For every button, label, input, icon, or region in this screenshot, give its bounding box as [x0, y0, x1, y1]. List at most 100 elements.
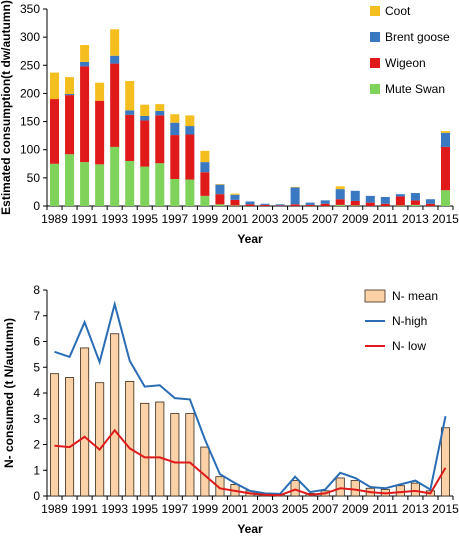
bar-n-mean [125, 381, 135, 497]
bar-segment [140, 104, 150, 116]
bar-segment [320, 200, 330, 204]
y-axis-title: N- consumed (t N/autumn) [2, 318, 16, 468]
bar-segment [380, 196, 390, 204]
bar-segment [305, 202, 315, 205]
bar-segment [440, 132, 450, 147]
bar-segment [230, 199, 240, 206]
bar-segment [245, 201, 255, 205]
series-line [54, 300, 447, 495]
bar-segment [50, 163, 60, 206]
bar-segment [65, 95, 75, 155]
bar-segment [230, 193, 240, 195]
x-tick-label: 1995 [131, 212, 158, 226]
bar-segment [335, 204, 345, 206]
x-tick-label: 2013 [402, 502, 429, 516]
bar-segment [230, 205, 240, 206]
bar-segment [215, 184, 225, 185]
bar-segment [140, 120, 150, 167]
bar-segment [185, 126, 195, 135]
x-tick-label: 1991 [71, 212, 98, 226]
bar-segment [200, 162, 210, 173]
bar-n-mean [215, 476, 225, 497]
x-tick-label: 2005 [282, 212, 309, 226]
bar-segment [65, 154, 75, 206]
bar-segment [110, 146, 120, 206]
bar-segment [290, 186, 300, 188]
bar-segment [410, 204, 420, 206]
bar-n-mean [155, 401, 165, 497]
y-tick-label: 350 [20, 2, 40, 16]
bar-segment [215, 194, 225, 205]
bar-segment [155, 115, 165, 164]
bar-n-mean [65, 377, 75, 497]
bar-n-mean [335, 477, 345, 497]
bar-segment [155, 104, 165, 111]
bar-segment [260, 203, 270, 205]
x-axis-title: Year [237, 522, 263, 536]
bar-segment [365, 202, 375, 206]
bar-segment [125, 160, 135, 206]
bar-segment [110, 29, 120, 56]
legend-label: N- mean [392, 289, 438, 303]
bar-segment [170, 122, 180, 136]
bar-segment [110, 55, 120, 64]
bar-segment [260, 204, 270, 206]
bar-n-mean [49, 373, 60, 497]
bar-segment [170, 114, 180, 123]
y-tick-label: 5 [33, 360, 40, 374]
bar-segment [395, 205, 405, 206]
y-tick-label: 4 [33, 386, 40, 400]
legend-label: N-high [392, 314, 427, 328]
y-tick-label: 100 [20, 143, 40, 157]
bar-segment [170, 135, 180, 179]
series-line [54, 428, 447, 497]
bar-segment [80, 45, 90, 62]
bar-segment [140, 115, 150, 121]
bar-segment [80, 61, 90, 67]
bar-segment [380, 203, 390, 206]
bar-segment [155, 163, 165, 206]
bar-n-mean [185, 413, 195, 497]
y-tick-label: 8 [33, 283, 40, 297]
bar-segment [215, 204, 225, 206]
x-tick-label: 2015 [432, 212, 459, 226]
x-tick-label: 2005 [282, 502, 309, 516]
bar-n-mean [395, 485, 405, 497]
legend-label: Wigeon [385, 56, 426, 70]
y-tick-label: 2 [33, 438, 40, 452]
bar-segment [335, 189, 345, 200]
x-tick-label: 2001 [222, 212, 249, 226]
legend-label: Mute Swan [385, 82, 445, 96]
bar-segment [95, 164, 105, 206]
bar-segment [245, 204, 255, 206]
bar-segment [425, 203, 435, 206]
bar-n-mean [200, 446, 210, 497]
bar-segment [335, 186, 345, 190]
x-tick-label: 2009 [342, 212, 369, 226]
legend-label: N- low [392, 339, 426, 353]
y-tick-label: 6 [33, 335, 40, 349]
x-tick-label: 2001 [222, 502, 249, 516]
x-tick-label: 1993 [101, 212, 128, 226]
x-tick-label: 1993 [101, 502, 128, 516]
legend-label: Coot [385, 4, 411, 18]
bar-segment [95, 82, 105, 101]
bar-segment [290, 204, 300, 206]
bar-segment [395, 196, 405, 206]
y-tick-label: 300 [20, 30, 40, 44]
bar-n-mean [290, 480, 300, 497]
y-tick-label: 250 [20, 58, 40, 72]
bar-segment [230, 194, 240, 200]
bar-segment [185, 134, 195, 180]
bar-segment [440, 131, 450, 133]
x-tick-label: 2015 [432, 502, 459, 516]
bar-segment [95, 100, 105, 165]
bar-segment [395, 194, 405, 197]
bar-n-mean [170, 413, 180, 497]
x-tick-label: 2003 [252, 502, 279, 516]
legend: N- mean N-high N- low [364, 289, 438, 353]
bar-segment [305, 204, 315, 206]
x-axis-title: Year [237, 232, 263, 246]
bar-segment [125, 114, 135, 161]
